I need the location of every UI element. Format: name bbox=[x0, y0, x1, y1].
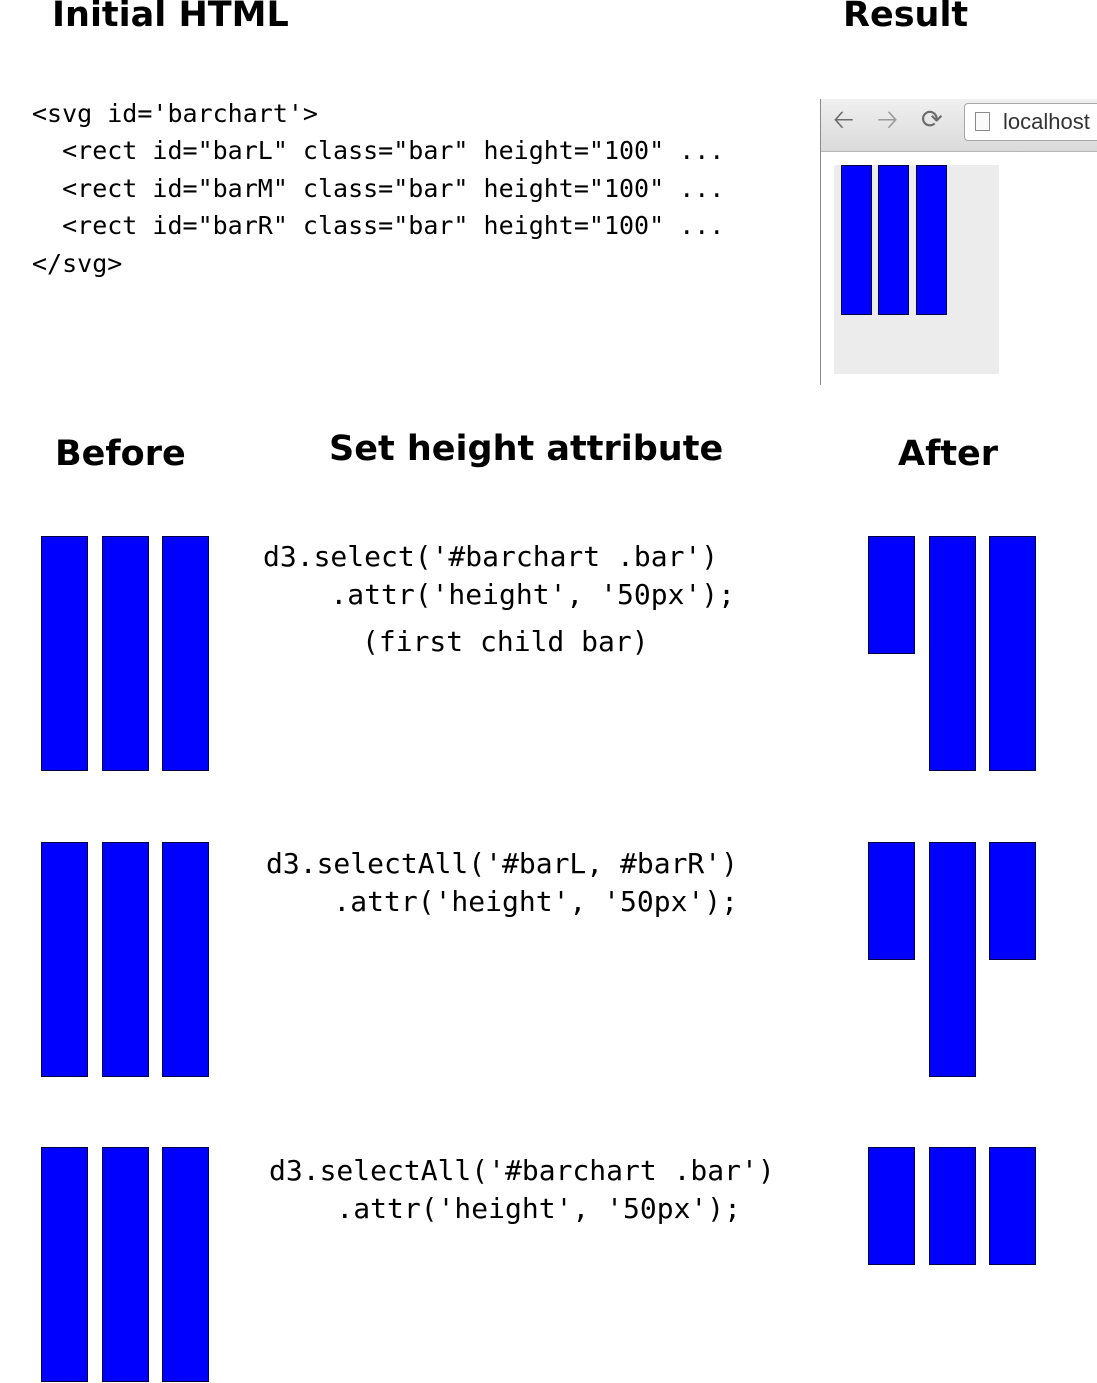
row-1-code-line-1: d3.select('#barchart .bar') bbox=[263, 540, 719, 573]
row-3-code-line-2: .attr('height', '50px'); bbox=[269, 1192, 742, 1225]
result-bar-middle bbox=[878, 165, 909, 315]
after-bar-right bbox=[989, 536, 1036, 771]
after-heading: After bbox=[898, 434, 999, 474]
after-bar-left bbox=[868, 1147, 915, 1265]
code-line-rect-barM: <rect id="barM" class="bar" height="100"… bbox=[32, 174, 725, 203]
result-heading: Result bbox=[843, 0, 969, 35]
row-3-code-line-1: d3.selectAll('#barchart .bar') bbox=[269, 1154, 775, 1187]
row-2-code-line-2: .attr('height', '50px'); bbox=[266, 885, 739, 918]
browser-edge bbox=[820, 99, 821, 385]
after-bar-right bbox=[989, 1147, 1036, 1265]
before-bar-right bbox=[162, 842, 209, 1077]
before-bar-left bbox=[41, 536, 88, 771]
before-bar-left bbox=[41, 842, 88, 1077]
set-height-heading: Set height attribute bbox=[329, 429, 724, 469]
before-bar-right bbox=[162, 536, 209, 771]
browser-svg-viewport bbox=[834, 165, 999, 374]
back-arrow-icon[interactable]: 🡠 bbox=[833, 105, 855, 135]
url-text: localhost bbox=[1003, 109, 1090, 134]
result-bar-left bbox=[841, 165, 872, 315]
before-bar-middle bbox=[102, 536, 149, 771]
result-bar-right bbox=[916, 165, 947, 315]
browser-window: 🡠 🡢 ⟳ localhost bbox=[820, 99, 1097, 385]
after-bar-left bbox=[868, 536, 915, 654]
before-bar-middle bbox=[102, 842, 149, 1077]
code-line-rect-barR: <rect id="barR" class="bar" height="100"… bbox=[32, 211, 725, 240]
reload-icon[interactable]: ⟳ bbox=[921, 105, 943, 135]
before-bar-right bbox=[162, 1147, 209, 1382]
row-2-code-line-1: d3.selectAll('#barL, #barR') bbox=[266, 847, 739, 880]
before-bar-left bbox=[41, 1147, 88, 1382]
forward-arrow-icon[interactable]: 🡢 bbox=[877, 105, 899, 135]
before-heading: Before bbox=[55, 434, 186, 474]
initial-html-heading: Initial HTML bbox=[52, 0, 289, 35]
after-bar-right bbox=[989, 842, 1036, 960]
row-1-note: (first child bar) bbox=[362, 625, 649, 658]
code-line-rect-barL: <rect id="barL" class="bar" height="100"… bbox=[32, 136, 725, 165]
code-line-svg-close: </svg> bbox=[32, 249, 123, 278]
after-bar-middle bbox=[929, 1147, 976, 1265]
after-bar-middle bbox=[929, 842, 976, 1077]
browser-toolbar: 🡠 🡢 ⟳ localhost bbox=[821, 99, 1097, 152]
after-bar-left bbox=[868, 842, 915, 960]
row-1-code-line-2: .attr('height', '50px'); bbox=[263, 578, 736, 611]
after-bar-middle bbox=[929, 536, 976, 771]
page-icon bbox=[975, 112, 990, 131]
code-line-svg-open: <svg id='barchart'> bbox=[32, 99, 318, 128]
url-bar[interactable]: localhost bbox=[964, 103, 1097, 141]
before-bar-middle bbox=[102, 1147, 149, 1382]
